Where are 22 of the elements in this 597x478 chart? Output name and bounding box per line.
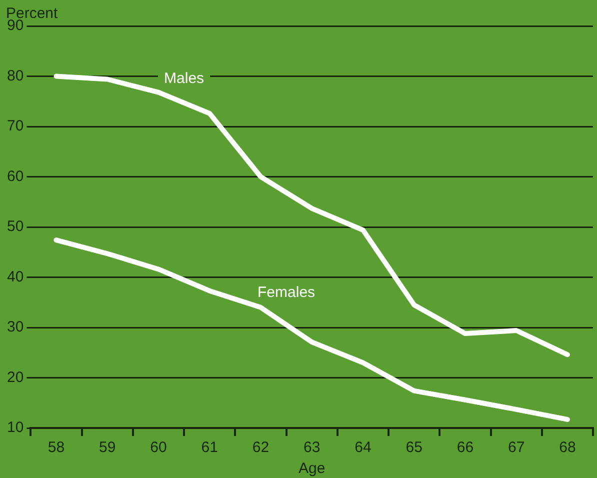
y-tick-label: 20: [6, 368, 24, 386]
series-label: Females: [258, 284, 316, 301]
y-tick-label: 80: [6, 67, 24, 84]
x-tick-label: 67: [508, 439, 525, 456]
x-tick-label: 66: [456, 439, 474, 456]
x-axis-title: Age: [298, 460, 326, 478]
x-tick-label: 65: [406, 439, 422, 456]
x-tick-label: 58: [48, 439, 65, 456]
y-tick-label: 40: [6, 268, 24, 286]
x-tick-label: 62: [252, 439, 270, 456]
x-tick-label: 64: [354, 439, 372, 456]
x-tick-label: 68: [559, 439, 576, 456]
x-tick-label: 63: [304, 439, 320, 456]
x-tick-label: 59: [99, 439, 116, 456]
y-tick-label: 10: [6, 419, 24, 436]
y-tick-label: 50: [6, 218, 24, 236]
x-tick-label: 61: [201, 439, 218, 456]
x-tick-label: 60: [150, 439, 167, 456]
y-tick-label: 30: [6, 318, 24, 336]
y-tick-label: 60: [6, 168, 24, 185]
series-label: Males: [164, 70, 204, 88]
y-tick-label: 70: [6, 118, 24, 135]
